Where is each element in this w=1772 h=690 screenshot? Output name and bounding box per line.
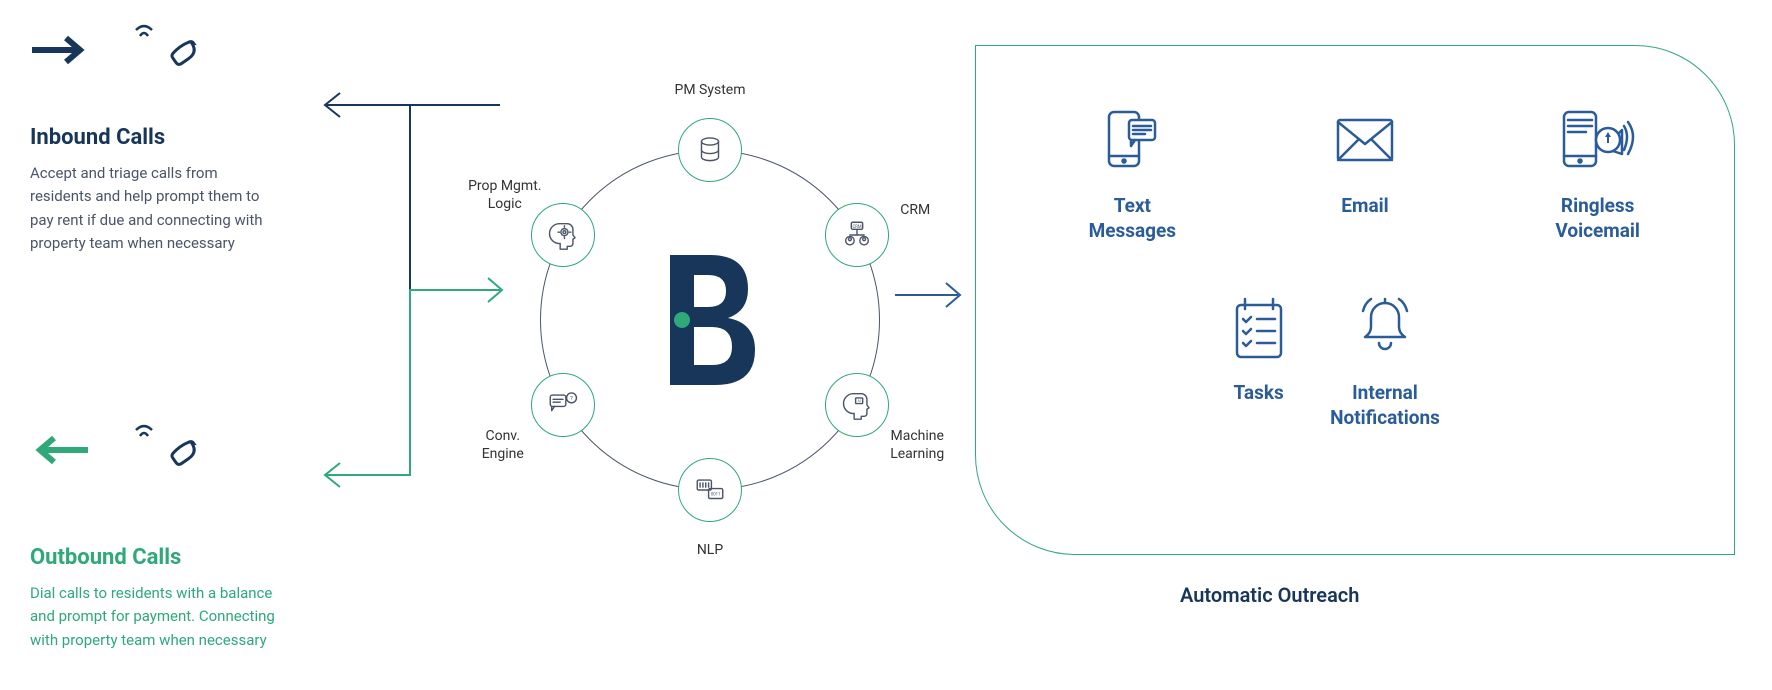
outreach-item-label: Email	[1341, 194, 1388, 219]
outreach-item-label: RinglessVoicemail	[1555, 194, 1640, 243]
outreach-item-label: TextMessages	[1089, 194, 1176, 243]
tasks-icon	[1229, 293, 1289, 363]
inbound-icons	[30, 20, 200, 80]
phone-inbound-icon	[130, 20, 200, 80]
inbound-block: Inbound Calls Accept and triage calls fr…	[30, 125, 280, 255]
outreach-item-tasks: Tasks	[1229, 293, 1289, 430]
svg-text:AI: AI	[858, 399, 861, 403]
hub-label: Prop Mgmt.Logic	[468, 177, 541, 213]
phone-outbound-icon	[130, 420, 200, 480]
outreach-panel: TextMessages Email RinglessVoicemail Tasks I…	[975, 45, 1735, 555]
hub-label: NLP	[697, 541, 723, 559]
outreach-grid: TextMessages Email RinglessVoicemail Tasks I…	[1036, 106, 1694, 431]
outreach-item-label: InternalNotifications	[1330, 381, 1440, 430]
voicemail-icon	[1558, 106, 1638, 176]
arrow-right-icon	[30, 35, 90, 65]
svg-text:0011: 0011	[711, 493, 721, 498]
outbound-block: Outbound Calls Dial calls to residents w…	[30, 545, 280, 652]
outreach-item-ringless-voicemail: RinglessVoicemail	[1555, 106, 1640, 243]
outbound-description: Dial calls to residents with a balance a…	[30, 582, 280, 652]
outbound-title: Outbound Calls	[30, 545, 280, 570]
hub-node-pm-system	[678, 118, 742, 182]
outreach-title: Automatic Outreach	[1180, 583, 1359, 607]
arrow-left-icon	[30, 435, 90, 465]
outreach-item-internal-notifications: InternalNotifications	[1330, 293, 1440, 430]
inbound-title: Inbound Calls	[30, 125, 280, 150]
outreach-item-label: Tasks	[1234, 381, 1284, 406]
hub-label: Conv.Engine	[482, 427, 524, 463]
outreach-item-text-messages: TextMessages	[1089, 106, 1176, 243]
outreach-item-email: Email	[1330, 106, 1400, 243]
hub-node-conv-engine: ?	[531, 373, 595, 437]
bell-icon	[1355, 293, 1415, 363]
email-icon	[1330, 106, 1400, 176]
inbound-description: Accept and triage calls from residents a…	[30, 162, 280, 255]
hub-label: PM System	[675, 81, 746, 99]
svg-text:?: ?	[570, 396, 573, 402]
hub-label: CRM	[900, 201, 930, 219]
hub-node-machine-learning: AI	[825, 373, 889, 437]
text-msg-icon	[1097, 106, 1167, 176]
hub-label: MachineLearning	[890, 427, 944, 463]
hub-node-crm: CRM	[825, 203, 889, 267]
outbound-icons	[30, 420, 200, 480]
central-hub: PM SystemCRMCRMAIMachineLearning0011NLP?…	[500, 60, 920, 580]
hub-node-nlp: 0011	[678, 458, 742, 522]
hub-logo	[650, 245, 770, 395]
